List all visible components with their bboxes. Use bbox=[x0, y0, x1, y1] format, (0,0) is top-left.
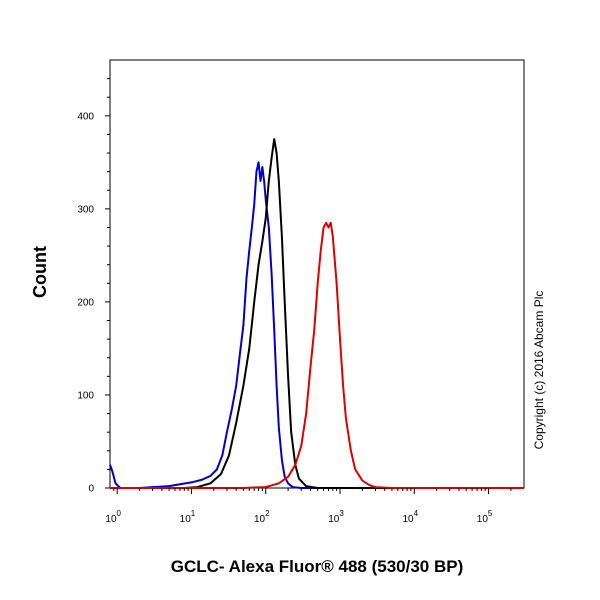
y-tick-label: 100 bbox=[77, 390, 94, 401]
x-tick-exponent: 2 bbox=[265, 509, 270, 518]
x-tick-label: 102 bbox=[254, 509, 270, 525]
y-tick-label: 0 bbox=[88, 484, 94, 495]
y-tick-label: 300 bbox=[77, 204, 94, 215]
y-tick-label: 400 bbox=[77, 111, 94, 122]
x-tick-base: 10 bbox=[477, 514, 489, 525]
x-tick-exponent: 3 bbox=[339, 509, 344, 518]
x-tick-exponent: 1 bbox=[191, 509, 196, 518]
x-tick-exponent: 5 bbox=[488, 509, 493, 518]
x-tick-label: 103 bbox=[328, 509, 344, 525]
plot-frame-group bbox=[109, 59, 525, 489]
copyright-annotation: Copyright (c) 2016 Abcam Plc bbox=[532, 291, 546, 450]
x-tick-base: 10 bbox=[254, 514, 266, 525]
x-tick-base: 10 bbox=[403, 514, 415, 525]
plot-frame bbox=[109, 59, 525, 489]
series-group bbox=[109, 138, 524, 489]
y-tick-label: 200 bbox=[77, 297, 94, 308]
x-axis-label: GCLC- Alexa Fluor® 488 (530/30 BP) bbox=[171, 557, 464, 576]
x-tick-label: 101 bbox=[180, 509, 196, 525]
x-tick-exponent: 0 bbox=[117, 509, 122, 518]
y-axis-ticks: 0 100 200 300 400 bbox=[77, 78, 110, 495]
x-tick-base: 10 bbox=[180, 514, 192, 525]
y-axis-label: Count bbox=[30, 246, 50, 298]
series-0-line bbox=[109, 161, 524, 489]
x-tick-base: 10 bbox=[328, 514, 340, 525]
series-1-line bbox=[110, 138, 524, 489]
x-tick-base: 10 bbox=[105, 514, 117, 525]
x-tick-label: 100 bbox=[105, 509, 121, 525]
x-tick-label: 104 bbox=[403, 509, 419, 525]
x-tick-exponent: 4 bbox=[414, 509, 419, 518]
x-tick-label: 105 bbox=[477, 509, 493, 525]
series-2-line bbox=[110, 221, 524, 489]
